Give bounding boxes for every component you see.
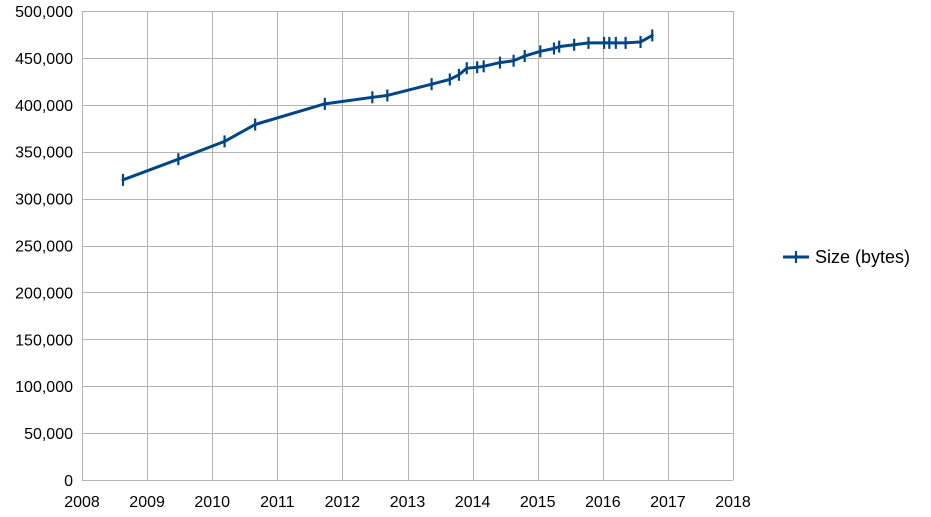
x-tick-label: 2014 [455, 494, 491, 511]
x-tick-label: 2017 [650, 494, 686, 511]
y-tick-label: 250,000 [15, 239, 73, 256]
legend-label-size-bytes: Size (bytes) [815, 247, 910, 267]
x-tick-label: 2015 [520, 494, 556, 511]
gridlines [82, 11, 734, 481]
x-tick-label: 2010 [194, 494, 230, 511]
y-axis-tick-labels: 0 50,000 100,000 150,000 200,000 250,000 300,0… [15, 4, 73, 490]
x-tick-label: 2012 [325, 494, 361, 511]
y-tick-label: 350,000 [15, 145, 73, 162]
y-tick-label: 150,000 [15, 332, 73, 349]
x-tick-label: 2016 [585, 494, 621, 511]
y-tick-label: 450,000 [15, 51, 73, 68]
y-tick-label: 100,000 [15, 379, 73, 396]
series-size-bytes [121, 29, 654, 186]
x-tick-label: 2008 [64, 494, 100, 511]
y-tick-label: 200,000 [15, 285, 73, 302]
legend: Size (bytes) [783, 247, 910, 267]
y-tick-label: 300,000 [15, 192, 73, 209]
x-axis-tick-labels: 2008 2009 2010 2011 2012 2013 2014 2015 2016 2017… [64, 494, 751, 511]
x-tick-label: 2018 [715, 494, 751, 511]
series-line [121, 33, 654, 182]
y-tick-label: 50,000 [24, 426, 73, 443]
y-tick-label: 500,000 [15, 4, 73, 21]
x-tick-label: 2013 [390, 494, 426, 511]
y-tick-label: 400,000 [15, 98, 73, 115]
x-tick-label: 2011 [260, 494, 295, 511]
y-tick-label: 0 [64, 473, 73, 490]
x-tick-label: 2009 [129, 494, 165, 511]
